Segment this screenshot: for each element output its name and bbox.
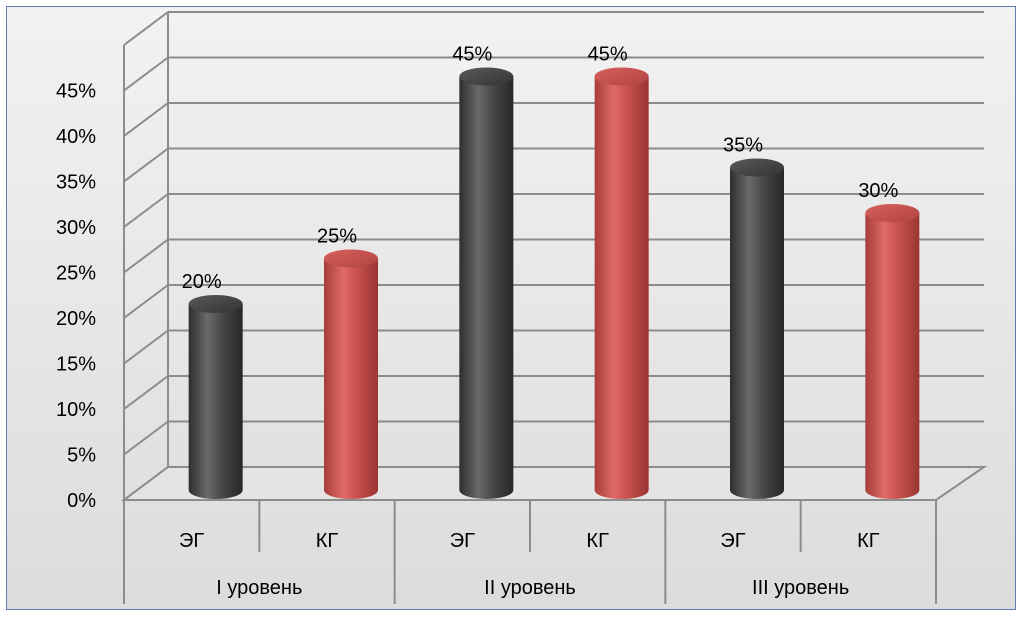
x-category-label: КГ — [586, 530, 609, 552]
gridline-side — [123, 147, 169, 183]
data-label: 20% — [182, 271, 222, 293]
gridline-side — [123, 238, 169, 274]
bar-body — [459, 76, 514, 499]
y-tick-label: 40% — [56, 126, 96, 148]
gridline-side — [123, 11, 169, 46]
bar-top — [459, 67, 514, 86]
data-label: 35% — [723, 135, 763, 157]
data-label: 25% — [317, 226, 357, 248]
bar-top — [865, 204, 920, 222]
y-tick-label: 25% — [56, 263, 96, 285]
gridline-side — [123, 329, 169, 365]
bar-body — [865, 213, 920, 500]
gridline-side — [123, 193, 169, 228]
x-group-label: II уровень — [484, 577, 576, 599]
bar-body — [324, 258, 378, 499]
x-category-label: ЭГ — [450, 530, 475, 552]
bar-top — [730, 158, 784, 177]
gridline-side — [123, 375, 169, 410]
x-category-label: ЭГ — [720, 530, 745, 552]
bar — [730, 158, 784, 499]
gridline-side — [123, 102, 169, 137]
bar — [865, 204, 920, 500]
y-tick-label: 0% — [67, 490, 96, 512]
chart-floor — [121, 466, 988, 501]
bar — [594, 67, 649, 500]
bar — [188, 295, 243, 500]
data-label: 45% — [452, 44, 492, 66]
y-tick-label: 5% — [67, 445, 96, 467]
x-category-label: КГ — [857, 530, 880, 552]
y-tick-label: 20% — [56, 308, 96, 330]
bar-top — [188, 295, 243, 313]
data-label: 30% — [858, 180, 898, 202]
data-label: 45% — [588, 44, 628, 66]
y-tick-label: 30% — [56, 217, 96, 239]
bar-top — [594, 67, 649, 86]
bar-body — [188, 304, 243, 500]
bar-body — [594, 76, 649, 500]
bars-layer — [188, 67, 920, 500]
bar — [459, 67, 514, 499]
gridline-side — [123, 284, 169, 319]
x-category-label: ЭГ — [179, 530, 204, 552]
grid-layer — [123, 11, 984, 501]
gridline-side — [123, 420, 169, 456]
axis-layer — [121, 12, 988, 604]
x-group-label: I уровень — [216, 577, 302, 599]
y-tick-label: 35% — [56, 172, 96, 194]
bar-body — [730, 167, 784, 499]
bar-top — [324, 249, 378, 268]
y-tick-label: 10% — [56, 399, 96, 421]
x-group-label: III уровень — [752, 577, 849, 599]
gridline-side — [123, 56, 169, 92]
y-tick-label: 15% — [56, 354, 96, 376]
labels-layer: 0% 5% 10% 15% 20% 25% 30% 35% 40% 45% ЭГ КГ ЭГ КГ ЭГ КГ… — [56, 44, 899, 600]
y-tick-label: 45% — [56, 81, 96, 103]
bar — [324, 249, 378, 499]
x-category-label: КГ — [316, 530, 339, 552]
